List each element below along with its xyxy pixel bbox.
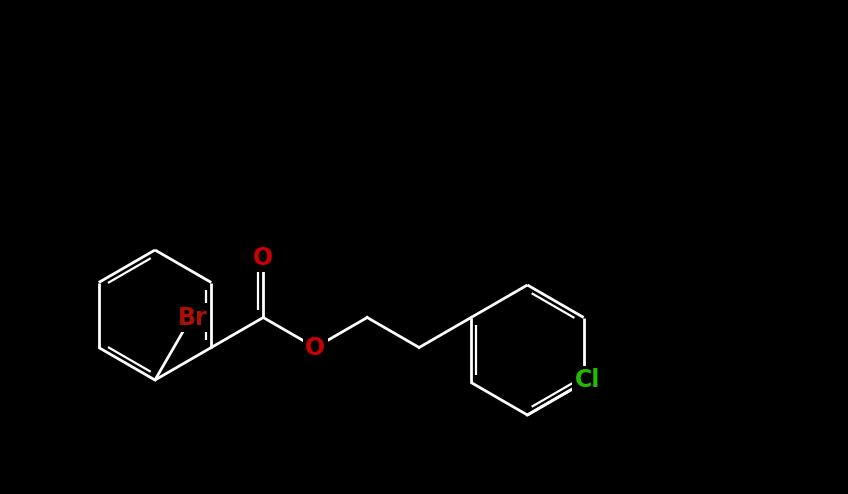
Text: O: O: [254, 246, 273, 270]
Text: Br: Br: [178, 306, 207, 329]
Text: Cl: Cl: [575, 368, 600, 392]
Text: O: O: [305, 335, 326, 360]
